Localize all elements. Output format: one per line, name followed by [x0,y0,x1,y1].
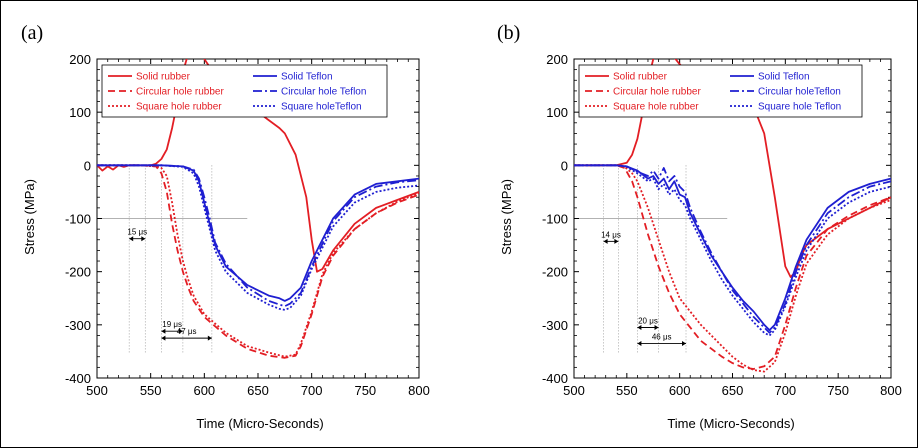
panel-b-x-axis-title: Time (Micro-Seconds) [667,416,794,431]
x-tick-label: 750 [827,383,849,398]
interval-annotation: 46 μs [652,332,672,341]
series-line-solid-teflon [574,164,891,331]
x-tick-label: 700 [774,383,796,398]
x-tick-label: 600 [669,383,691,398]
y-tick-label: -300 [65,318,91,333]
arrow-head-left [161,328,166,334]
y-tick-label: 0 [84,158,91,173]
arrow-head-right [682,340,687,346]
x-tick-label: 600 [193,383,215,398]
y-tick-label: -100 [542,212,568,227]
legend-box [101,64,388,118]
legend-label: Square hole rubber [613,102,699,113]
interval-annotation: 15 μs [127,228,147,237]
arrow-head-right [141,236,146,242]
arrow-head-left [637,324,642,330]
x-tick-label: 550 [616,383,638,398]
legend-label: Square holeTeflon [281,102,362,113]
legend-label: Circular hole rubber [136,87,224,98]
panel-b-label: (b) [497,22,520,44]
y-tick-label: -200 [65,265,91,280]
interval-annotation: 14 μs [601,230,621,239]
panel-b-y-axis-title: Stress (MPa) [499,179,514,255]
arrow-head-left [637,340,642,346]
panel-b: (b) Stress (MPa) Time (Micro-Seconds) 50… [497,22,902,431]
legend-box [578,64,863,118]
panel-b-legend: Solid rubber Circular hole rubber Square h… [578,64,863,118]
x-tick-label: 550 [140,383,162,398]
legend-label: Solid rubber [136,72,191,83]
legend-label: Square hole rubber [136,102,222,113]
x-tick-label: 500 [563,383,585,398]
interval-annotation: 20 μs [638,316,658,325]
panel-a-series-group [97,59,419,359]
panel-a-y-axis-title: Stress (MPa) [22,179,37,255]
y-tick-label: -200 [542,265,568,280]
arrow-head-right [207,335,212,341]
legend-label: Solid rubber [613,72,668,83]
legend-label: Circular hole Teflon [281,87,366,98]
panel-a: (a) Stress (MPa) Time (Micro-Seconds) 50… [21,22,430,431]
arrow-head-left [129,236,134,242]
legend-label: Circular hole rubber [613,87,701,98]
y-tick-label: 200 [69,52,91,67]
series-line-square-hole-teflon [574,164,891,337]
series-line-solid-teflon [97,164,419,302]
x-tick-label: 750 [354,383,376,398]
y-tick-label: 100 [546,105,568,120]
y-tick-label: -100 [65,212,91,227]
arrow-head-right [614,238,619,244]
legend-label: Circular holeTeflon [758,87,841,98]
x-tick-label: 700 [301,383,323,398]
series-line-square-hole-rubber [97,164,419,358]
interval-annotation: 19 μs [162,320,182,329]
arrow-head-left [161,335,166,341]
series-line-circular-holeteflon [574,164,891,334]
panel-a-legend: Solid rubber Circular hole rubber Square h… [101,64,388,118]
y-tick-label: 200 [546,52,568,67]
series-line-square-holeteflon [97,164,419,311]
x-tick-label: 650 [722,383,744,398]
series-line-square-hole-rubber [574,164,891,373]
arrow-head-right [178,328,183,334]
y-tick-label: 100 [69,105,91,120]
series-line-circular-hole-teflon [97,164,419,308]
legend-label: Square hole Teflon [758,102,841,113]
panel-a-label: (a) [21,22,43,44]
y-tick-label: -300 [542,318,568,333]
x-tick-label: 800 [408,383,430,398]
x-tick-label: 800 [880,383,902,398]
arrow-head-right [654,324,659,330]
legend-label: Solid Teflon [281,72,333,83]
interval-annotation: 47 μs [177,327,197,336]
x-tick-label: 650 [247,383,269,398]
x-tick-label: 500 [86,383,108,398]
legend-label: Solid Teflon [758,72,810,83]
arrow-head-left [603,238,608,244]
series-line-circular-hole-rubber [97,164,419,359]
y-tick-label: 0 [561,158,568,173]
y-tick-label: -400 [542,371,568,386]
y-tick-label: -400 [65,371,91,386]
panel-a-x-axis-title: Time (Micro-Seconds) [196,416,323,431]
